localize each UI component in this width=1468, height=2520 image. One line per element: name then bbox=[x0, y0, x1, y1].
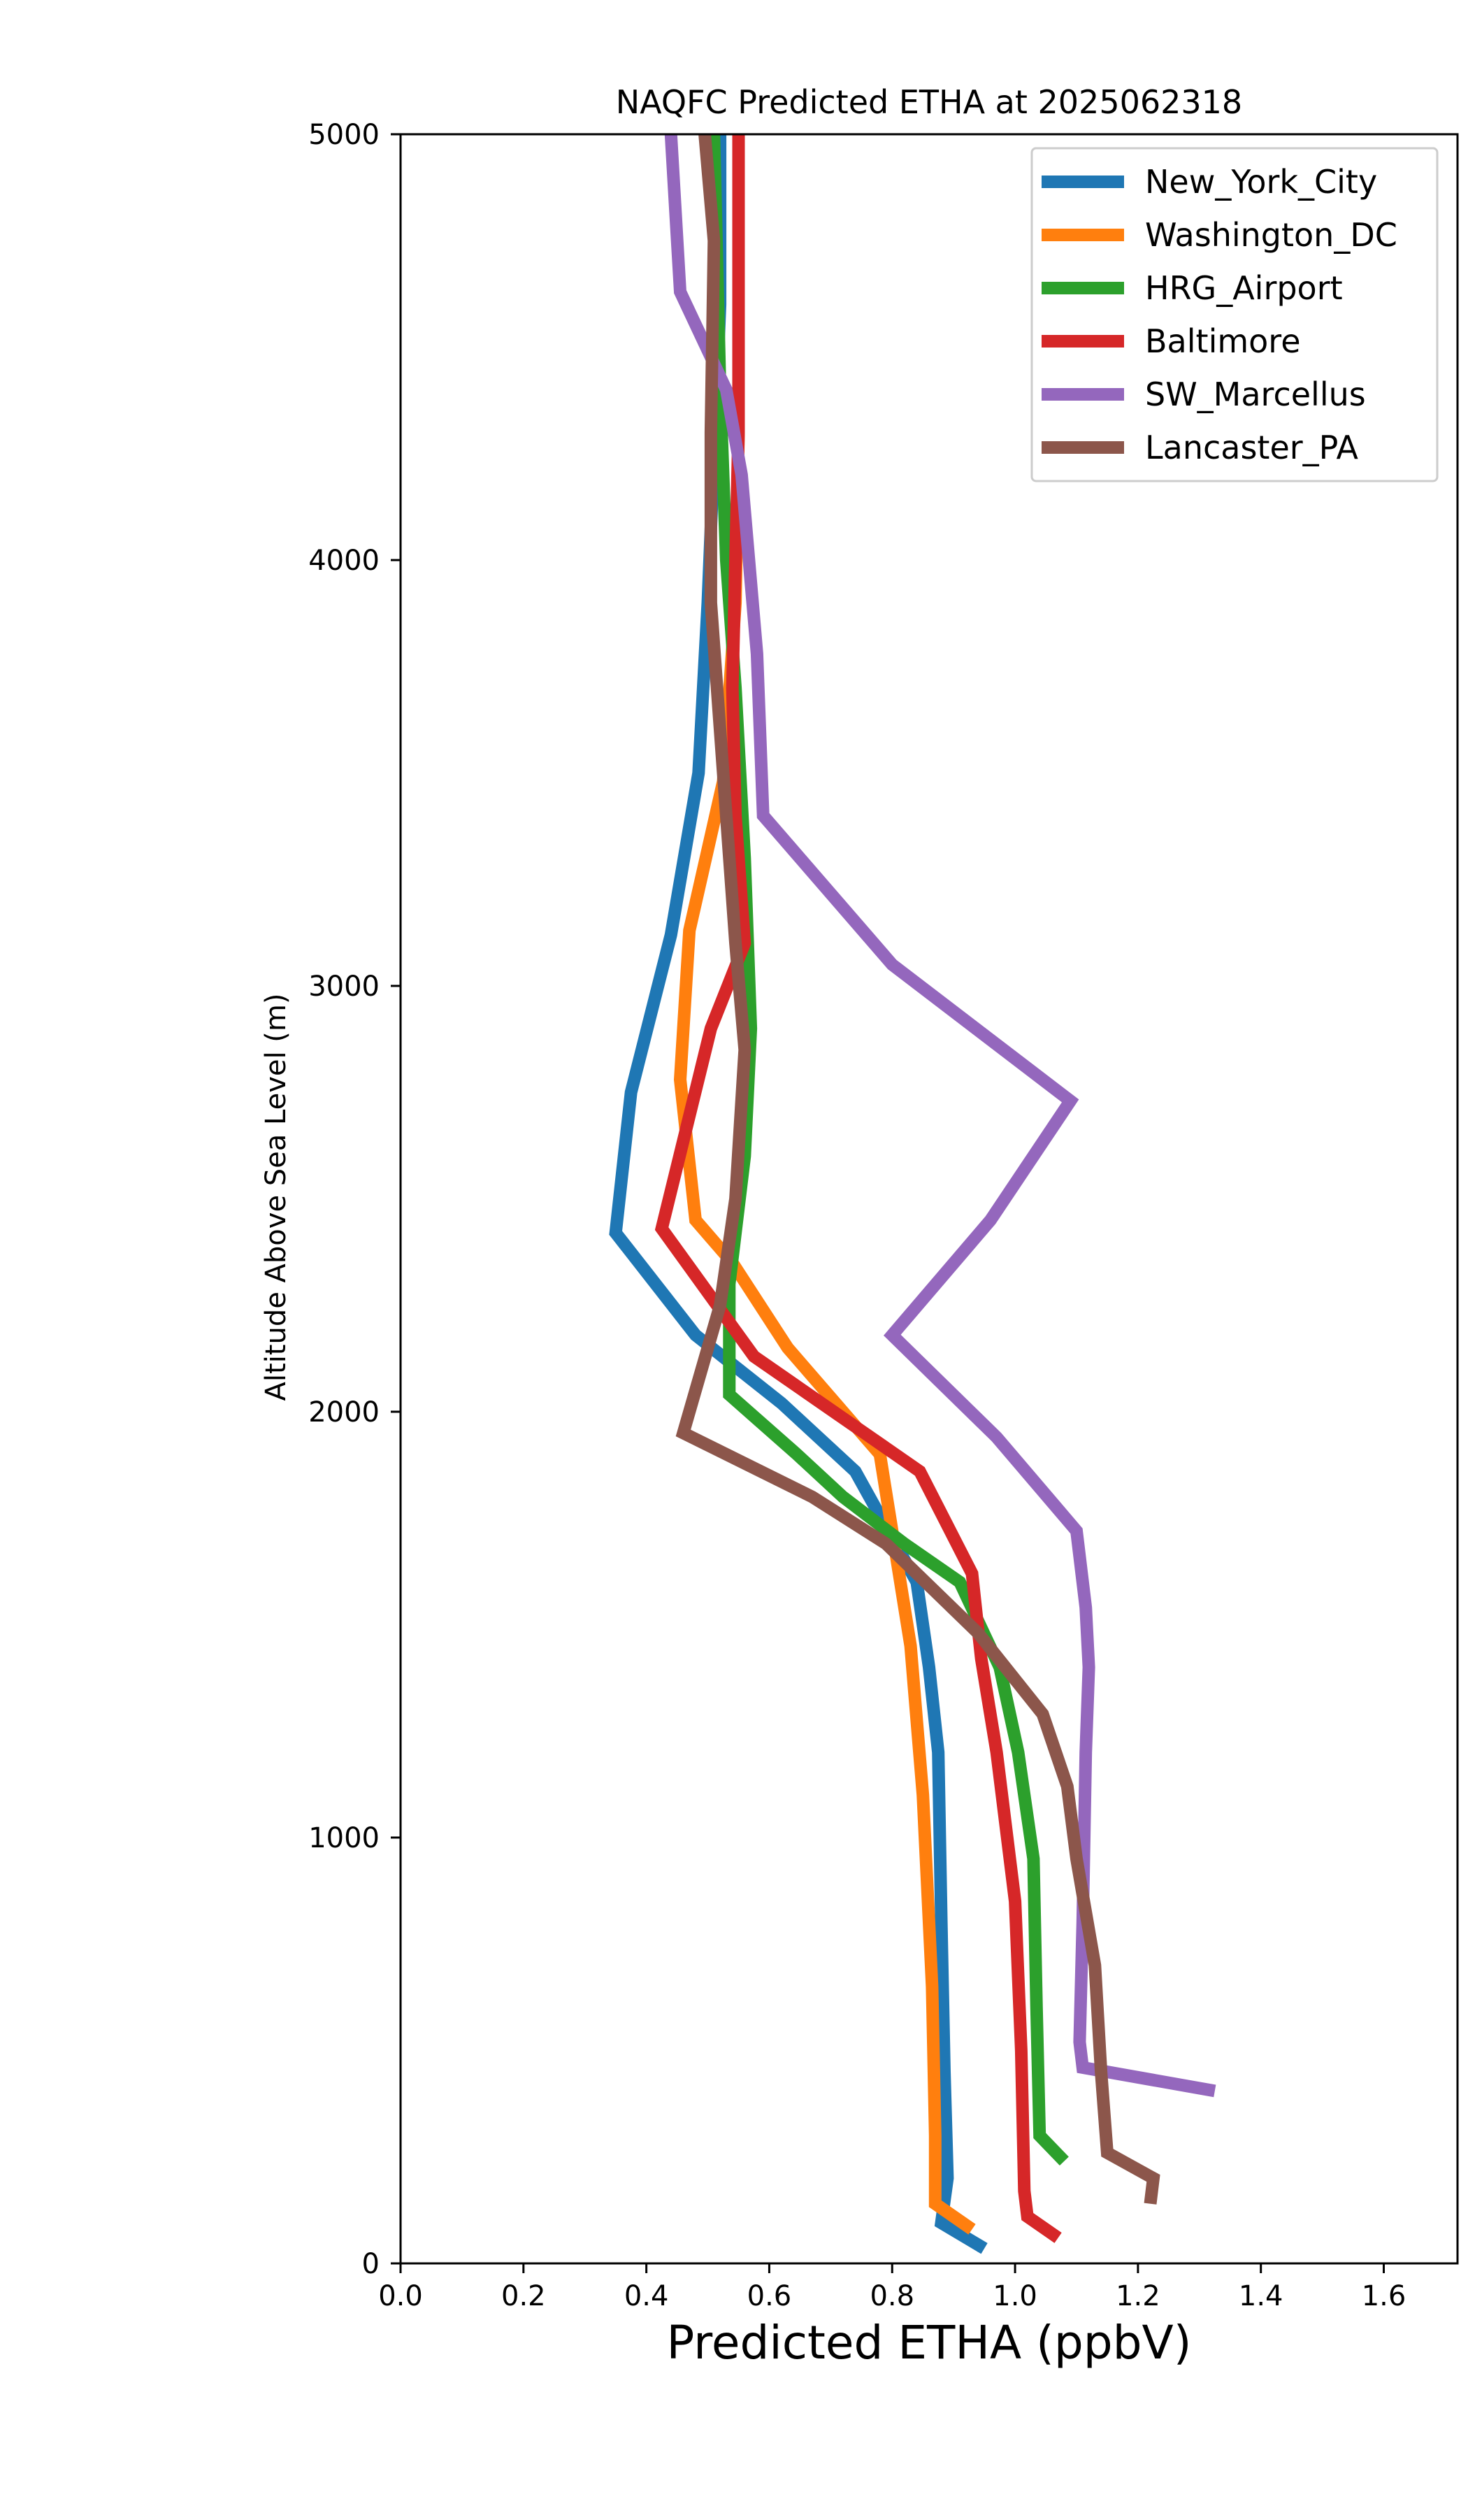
y-tick-label: 4000 bbox=[308, 545, 380, 577]
x-tick-label: 0.2 bbox=[501, 2280, 546, 2312]
legend-label-washington-dc: Washington_DC bbox=[1145, 216, 1397, 254]
y-axis-label: Altitude Above Sea Level (m) bbox=[260, 994, 292, 1401]
x-tick-label: 0.6 bbox=[747, 2280, 792, 2312]
axes-layer: 0.0 0.2 0.4 0.6 0.8 1.0 1.2 1.4 1.6 0 1000 2000 3000… bbox=[308, 119, 1459, 2312]
y-tick-label: 1000 bbox=[308, 1822, 380, 1854]
legend-label-new-york-city: New_York_City bbox=[1145, 163, 1377, 201]
x-tick-label: 0.4 bbox=[624, 2280, 669, 2312]
x-tick-label: 1.4 bbox=[1239, 2280, 1283, 2312]
x-tick-label: 1.6 bbox=[1362, 2280, 1406, 2312]
chart-title: NAQFC Predicted ETHA at 2025062318 bbox=[616, 83, 1242, 121]
x-tick-label: 0.0 bbox=[378, 2280, 423, 2312]
series-layer bbox=[609, 134, 1216, 2254]
series-line-lancaster-pa bbox=[675, 134, 1160, 2205]
series-line-baltimore bbox=[654, 134, 1062, 2243]
legend-label-lancaster-pa: Lancaster_PA bbox=[1145, 429, 1358, 466]
y-tick-label: 5000 bbox=[308, 119, 380, 151]
legend-label-hrg-airport: HRG_Airport bbox=[1145, 269, 1343, 307]
y-tick-label: 0 bbox=[362, 2248, 380, 2280]
x-tick-label: 0.8 bbox=[870, 2280, 914, 2312]
y-tick-label: 3000 bbox=[308, 971, 380, 1003]
legend-label-baltimore: Baltimore bbox=[1145, 322, 1301, 360]
plot-frame bbox=[399, 133, 1459, 2265]
x-axis-label: Predicted ETHA (ppbV) bbox=[667, 2316, 1192, 2370]
legend: New_York_City Washington_DC HRG_Airport Bal… bbox=[1030, 147, 1439, 482]
legend-label-sw-marcellus: SW_Marcellus bbox=[1145, 375, 1366, 413]
x-tick-label: 1.0 bbox=[993, 2280, 1037, 2312]
y-tick-label: 2000 bbox=[308, 1396, 380, 1429]
legend-box bbox=[1030, 147, 1439, 482]
x-tick-label: 1.2 bbox=[1116, 2280, 1160, 2312]
